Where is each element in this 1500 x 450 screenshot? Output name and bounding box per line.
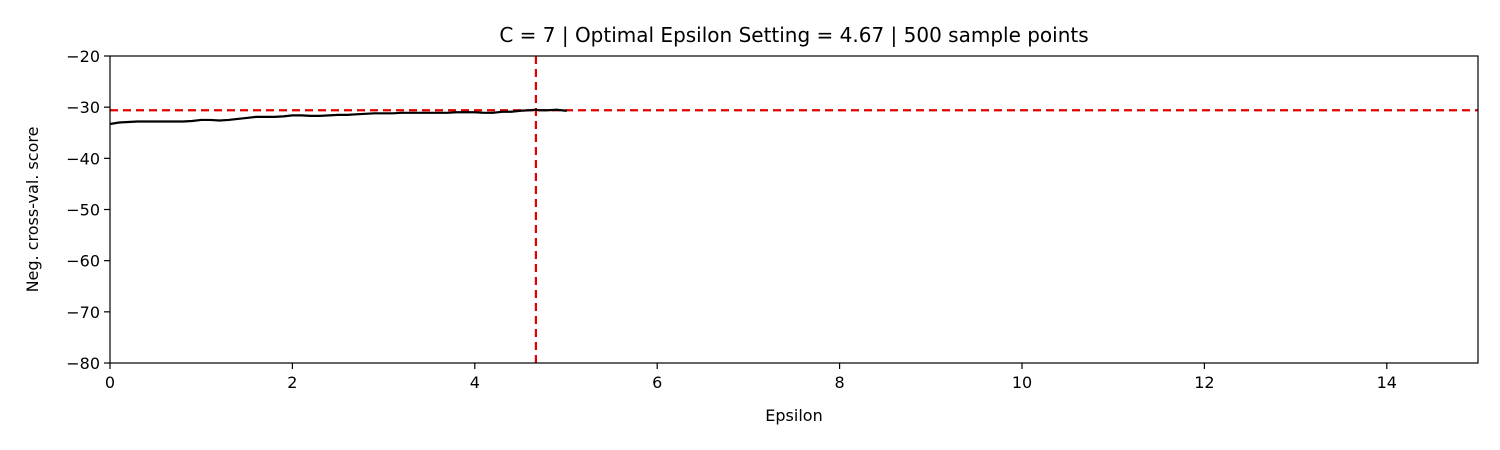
y-tick-label: −40 [66, 149, 100, 168]
plot-marks [110, 56, 1478, 363]
x-tick-label: 0 [105, 373, 115, 392]
y-tick-label: −50 [66, 201, 100, 220]
axis-ticks: 0 2 4 6 8 10 12 14 −80 −70 −60 −50 −40 −30 −20 [66, 47, 1397, 392]
x-tick-label: 2 [287, 373, 297, 392]
y-tick-label: −80 [66, 354, 100, 373]
y-tick-label: −70 [66, 303, 100, 322]
x-axis-label: Epsilon [765, 406, 822, 425]
y-tick-label: −20 [66, 47, 100, 66]
x-tick-label: 8 [835, 373, 845, 392]
x-tick-label: 14 [1377, 373, 1397, 392]
x-tick-label: 4 [470, 373, 480, 392]
y-axis-label: Neg. cross-val. score [23, 127, 42, 293]
y-tick-label: −60 [66, 252, 100, 271]
y-tick-label: −30 [66, 98, 100, 117]
series-line-0 [110, 108, 568, 126]
plot-frame [109, 55, 1479, 364]
x-tick-label: 12 [1194, 373, 1214, 392]
x-tick-label: 6 [652, 373, 662, 392]
x-tick-label: 10 [1012, 373, 1032, 392]
chart-title: C = 7 | Optimal Epsilon Setting = 4.67 |… [499, 23, 1088, 47]
